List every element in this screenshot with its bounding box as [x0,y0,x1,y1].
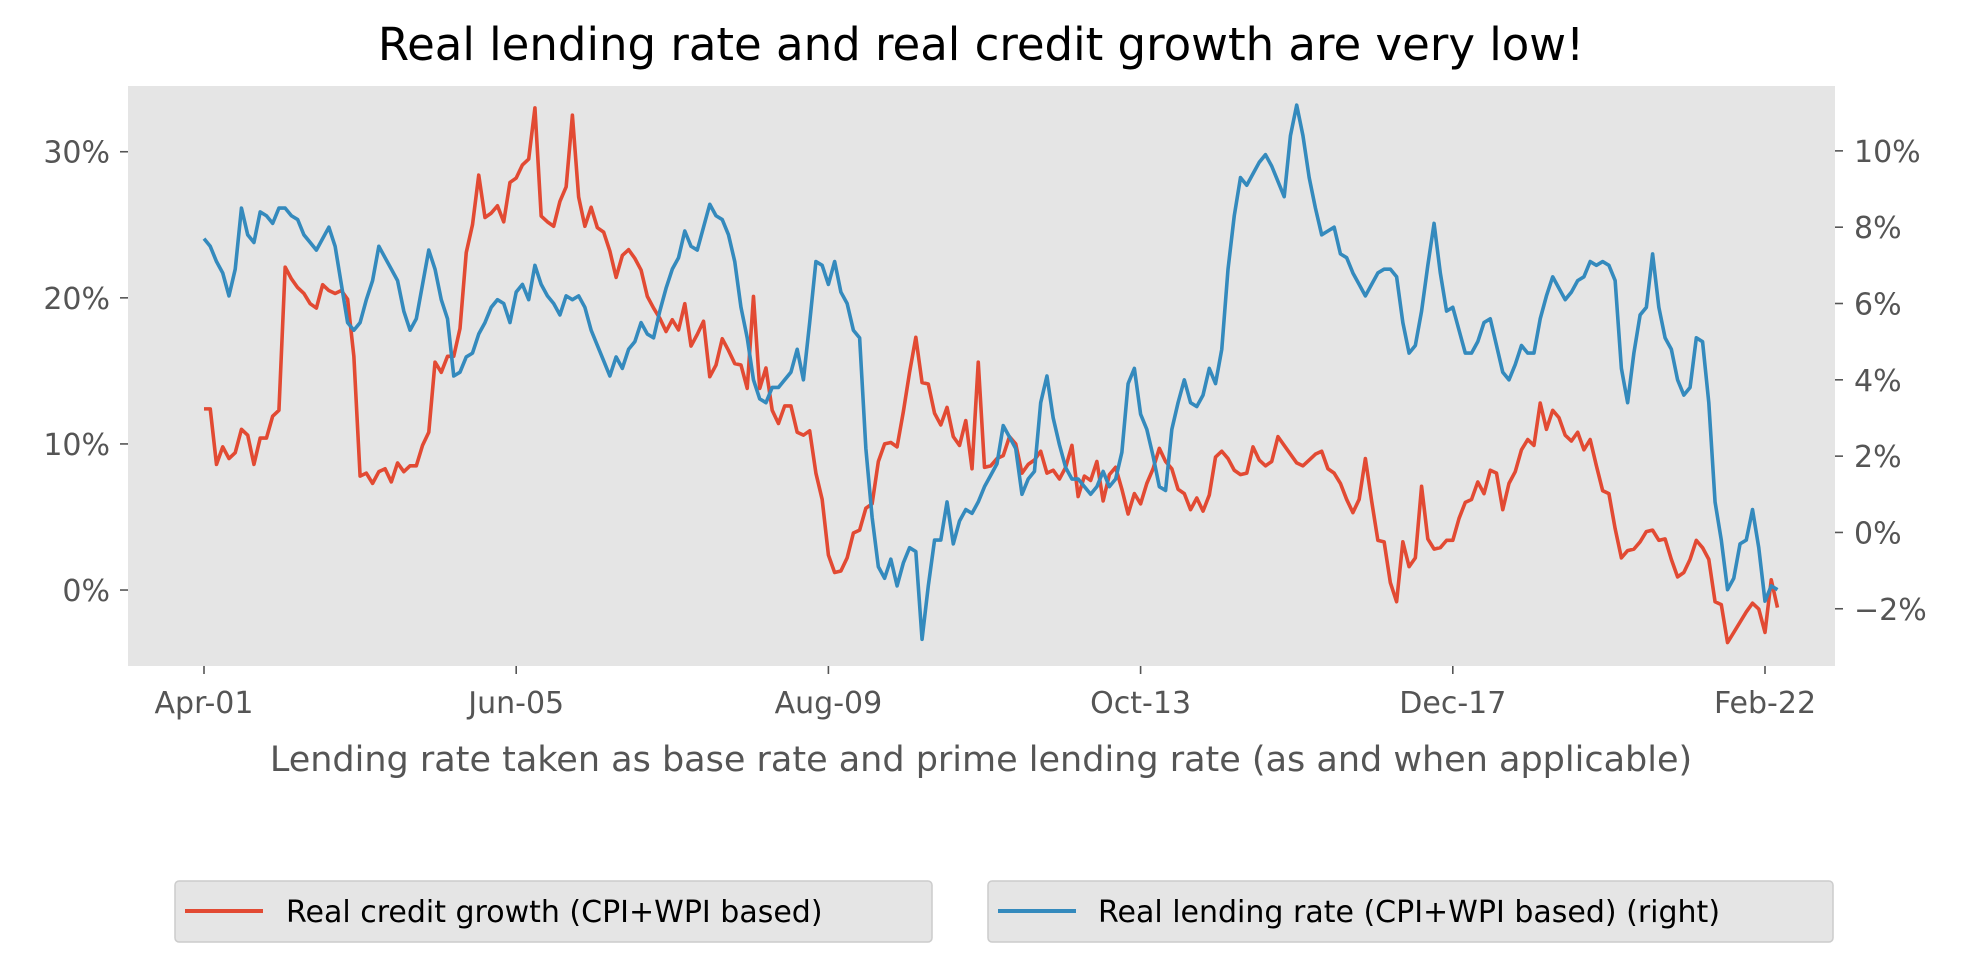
x-tick-label: Jun-05 [466,686,564,721]
legend-credit: Real credit growth (CPI+WPI based) [174,880,933,943]
left-tick-label: 10% [43,428,110,463]
right-tick-label: 10% [1854,135,1921,170]
right-tick-label: 8% [1854,211,1902,246]
left-y-axis: 0% 10% 20% 30% [43,136,128,609]
credit-growth-line [204,106,1780,645]
plot-background [128,86,1835,666]
chart-title: Real lending rate and real credit growth… [378,18,1584,71]
right-tick-label: 2% [1854,440,1902,475]
right-tick-label: 6% [1854,288,1902,323]
legend-credit-box [174,880,933,943]
left-tick-label: 0% [62,574,110,609]
x-axis-title: Lending rate taken as base rate and prim… [270,740,1692,780]
x-tick-label: Feb-22 [1714,686,1816,721]
x-axis: Apr-01 Jun-05 Aug-09 Oct-13 Dec-17 Feb-22 [155,666,1816,721]
legend-lending-label: Real lending rate (CPI+WPI based) (right… [1098,895,1720,930]
left-tick-label: 30% [43,136,110,171]
right-y-axis: −2% 0% 2% 4% 6% 8% 10% [1835,135,1927,628]
right-tick-label: 0% [1854,516,1902,551]
x-tick-label: Aug-09 [775,686,883,721]
right-tick-label: −2% [1854,593,1927,628]
left-tick-label: 20% [43,282,110,317]
x-tick-label: Oct-13 [1090,686,1191,721]
x-tick-label: Dec-17 [1399,686,1506,721]
legend-lending-box [987,880,1834,943]
legend-lending: Real lending rate (CPI+WPI based) (right… [987,880,1834,943]
lending-rate-line [202,103,1779,642]
x-tick-label: Apr-01 [155,686,254,721]
right-tick-label: 4% [1854,364,1902,399]
legend-credit-label: Real credit growth (CPI+WPI based) [286,895,823,930]
